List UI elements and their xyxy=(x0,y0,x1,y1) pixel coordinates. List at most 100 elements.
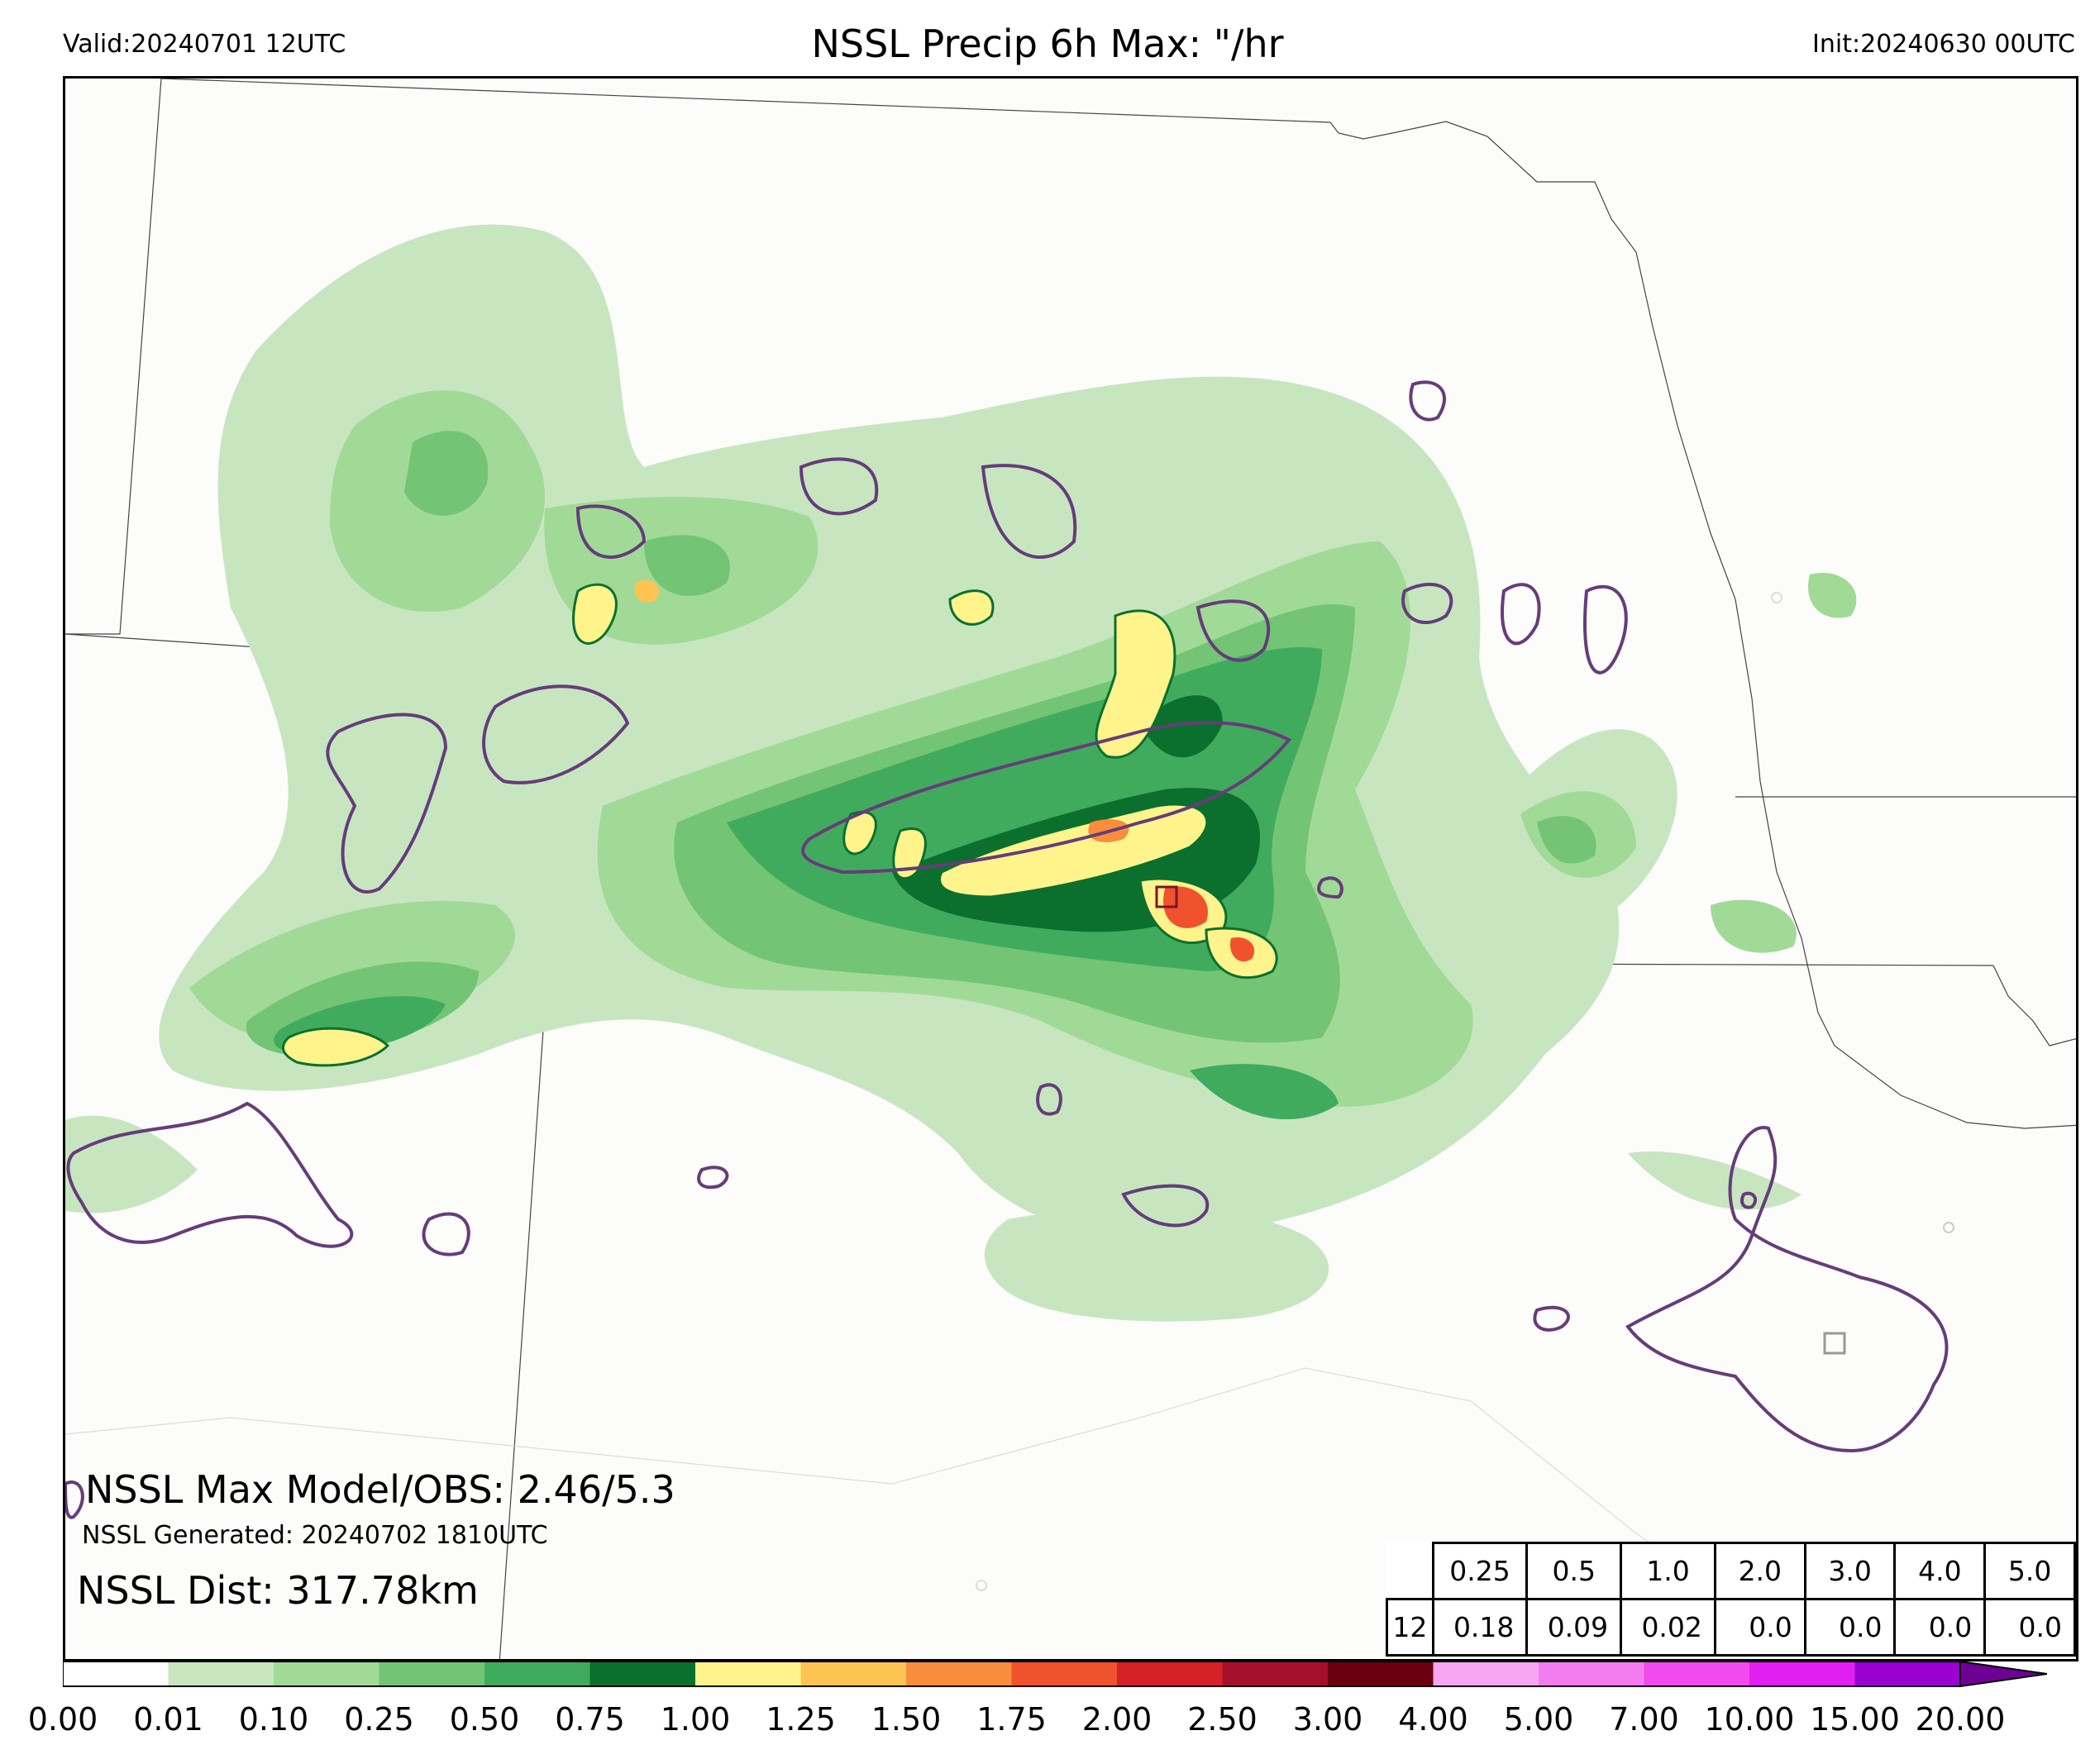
colorbar-tick-label: 10.00 xyxy=(1704,1701,1795,1738)
obs-contour-sw-2 xyxy=(422,1212,470,1256)
precip-peak-yellow xyxy=(635,579,660,603)
colorbar-tick-label: 15.00 xyxy=(1810,1701,1900,1738)
colorbar-cell xyxy=(1854,1661,1961,1686)
precip-s-heavy xyxy=(1190,1064,1339,1120)
max-model-marker xyxy=(1155,885,1178,908)
colorbar-cell xyxy=(1328,1661,1434,1686)
colorbar-cell xyxy=(1644,1661,1750,1686)
stats-threshold: 0.25 xyxy=(1431,1542,1529,1600)
precip-region-sw xyxy=(65,1115,198,1213)
precip-high xyxy=(635,579,1255,962)
precip-nw-mid xyxy=(404,431,489,516)
obs-contour-9 xyxy=(1401,582,1453,625)
colorbar-tick-label: 4.00 xyxy=(1398,1701,1468,1738)
obs-contour-10 xyxy=(1501,583,1541,646)
stats-threshold: 3.0 xyxy=(1803,1542,1897,1600)
stats-threshold: 4.0 xyxy=(1893,1542,1987,1600)
colorbar-cell xyxy=(274,1661,379,1686)
obs-contour-s xyxy=(697,1166,729,1190)
obs-contour-11 xyxy=(1583,584,1628,675)
colorbar-cell xyxy=(1222,1661,1329,1686)
colorbar-tick-label: 0.50 xyxy=(449,1701,520,1738)
colorbar-cell xyxy=(800,1661,907,1686)
obs-contour-se-2 xyxy=(1533,1305,1570,1332)
stats-threshold: 1.0 xyxy=(1620,1542,1716,1600)
colorbar-tick-label: 0.10 xyxy=(238,1701,309,1738)
colorbar-tick-label: 0.25 xyxy=(344,1701,414,1738)
colorbar-tick-label: 5.00 xyxy=(1503,1701,1574,1738)
stats-value: 0.18 xyxy=(1431,1598,1529,1657)
city-dot-1 xyxy=(1943,1222,1954,1233)
precip-n-intense-2 xyxy=(948,589,995,626)
colorbar-tick-label: 1.00 xyxy=(660,1701,731,1738)
precip-ne-small xyxy=(1808,573,1857,618)
colorbar-cell xyxy=(906,1661,1012,1686)
obs-contour-se xyxy=(1625,1126,1949,1453)
colorbar-cell xyxy=(1749,1661,1855,1686)
valid-time: Valid:20240701 12UTC xyxy=(63,30,346,59)
obs-contour-6 xyxy=(801,721,1292,875)
colorbar-tick-label: 3.00 xyxy=(1292,1701,1363,1738)
threshold-stats-table: 0.25 0.5 1.0 2.0 3.0 4.0 5.0 12 0.18 0.0… xyxy=(1386,1542,2076,1657)
colorbar-tick-label: 0.01 xyxy=(133,1701,203,1738)
stats-value-row: 12 0.18 0.09 0.02 0.0 0.0 0.0 0.0 xyxy=(1386,1598,2076,1657)
city-dot-3 xyxy=(976,1580,987,1591)
border-ks-mo xyxy=(1992,965,2076,1046)
colorbar-cell xyxy=(1011,1661,1118,1686)
colorbar-tick-label: 1.25 xyxy=(766,1701,836,1738)
stats-value: 0.0 xyxy=(1983,1598,2076,1657)
precip-east-small xyxy=(1711,899,1797,953)
colorbar-tick-label: 20.00 xyxy=(1915,1701,2006,1738)
stats-value: 0.0 xyxy=(1713,1598,1806,1657)
obs-contour-s-2 xyxy=(1121,1184,1210,1228)
obs-contour-sw xyxy=(66,1101,354,1248)
border-wy-west xyxy=(65,79,162,635)
colorbar-tick-label: 0.00 xyxy=(27,1701,98,1738)
colorbar-tick-label: 0.75 xyxy=(555,1701,625,1738)
colorbar xyxy=(63,1660,2047,1688)
generated-label: NSSL Generated: 20240702 1810UTC xyxy=(82,1521,548,1550)
colorbar-cell xyxy=(589,1661,696,1686)
colorbar-tick-label: 2.50 xyxy=(1187,1701,1257,1738)
colorbar-cell xyxy=(168,1661,274,1686)
precip-region-south xyxy=(984,1205,1329,1322)
precip-core-intense-4 xyxy=(842,810,877,856)
precip-1-00 xyxy=(281,583,1278,1067)
distance-label: NSSL Dist: 317.78km xyxy=(77,1568,479,1613)
colorbar-tick-label: 2.00 xyxy=(1081,1701,1152,1738)
precip-east-mid xyxy=(1537,816,1596,864)
obs-contour-se-3 xyxy=(1740,1191,1758,1209)
border-missouri-river xyxy=(160,79,2076,1129)
precip-peak-red xyxy=(1163,886,1208,928)
colorbar-extend-arrow xyxy=(1959,1660,2047,1688)
colorbar-tick-label: 7.00 xyxy=(1609,1701,1679,1738)
stats-corner xyxy=(1387,1543,1434,1600)
init-time: Init:20240630 00UTC xyxy=(1812,30,2075,59)
precip-sw-intense xyxy=(281,1027,390,1067)
border-co-ks xyxy=(499,946,550,1659)
colorbar-cell xyxy=(63,1661,169,1686)
precip-n-mid xyxy=(644,535,730,596)
colorbar-cell xyxy=(379,1661,485,1686)
map-canvas xyxy=(65,79,2076,1659)
obs-contour-2 xyxy=(482,684,630,784)
stats-row-label: 12 xyxy=(1386,1598,1434,1657)
obs-contour-8 xyxy=(1409,380,1447,422)
max-obs-marker xyxy=(1823,1332,1846,1355)
stats-threshold: 2.0 xyxy=(1713,1542,1806,1600)
stats-threshold: 5.0 xyxy=(1983,1542,2076,1600)
obs-contour-4 xyxy=(799,457,879,516)
colorbar-tick-label: 1.50 xyxy=(871,1701,942,1738)
city-dot-2 xyxy=(1771,592,1782,603)
obs-contours xyxy=(65,380,1949,1519)
precip-n-intense xyxy=(1095,609,1176,759)
stats-header-row: 0.25 0.5 1.0 2.0 3.0 4.0 5.0 xyxy=(1387,1542,2076,1600)
obs-contour-1 xyxy=(326,713,448,894)
colorbar-cell xyxy=(1433,1661,1539,1686)
precip-peak-red-2 xyxy=(1230,937,1255,962)
stats-value: 0.0 xyxy=(1893,1598,1987,1657)
precip-map: NSSL Max Model/OBS: 2.46/5.3 NSSL Genera… xyxy=(63,76,2078,1661)
colorbar-cell xyxy=(1539,1661,1644,1686)
obs-contour-13 xyxy=(1036,1083,1062,1116)
map-title: NSSL Precip 6h Max: "/hr xyxy=(811,21,1284,66)
